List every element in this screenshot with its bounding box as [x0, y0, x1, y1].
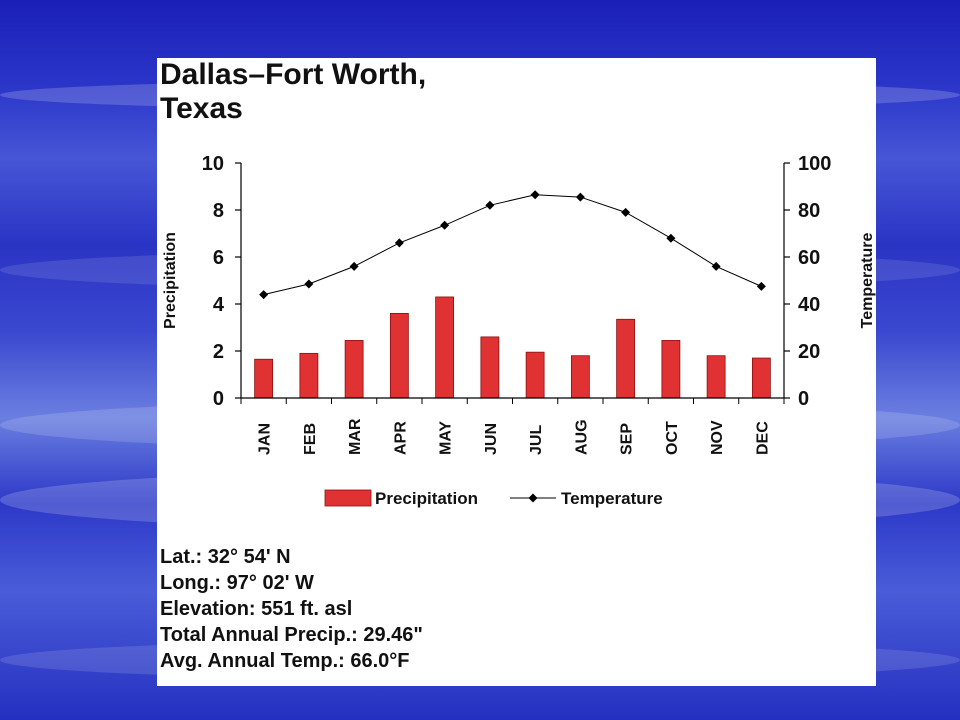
left-tick-label: 6 [213, 247, 224, 269]
temperature-point-apr [394, 238, 404, 248]
bar-jul [525, 351, 545, 399]
x-tick-label: FEB [302, 423, 319, 455]
right-tick-label: 20 [798, 341, 820, 363]
temperature-point-sep [621, 207, 631, 217]
left-tick-label: 4 [213, 294, 225, 316]
y-axis-title-right: Temperature [859, 233, 876, 329]
bar-jun [480, 336, 500, 399]
x-tick-label: SEP [619, 423, 636, 455]
bar-apr [389, 312, 409, 399]
x-tick-label: DEC [754, 421, 771, 455]
temperature-point-mar [349, 261, 359, 271]
temperature-point-jun [485, 200, 495, 210]
right-tick-label: 40 [798, 294, 820, 316]
chart-title-line-2: Texas [160, 92, 243, 125]
legend-temperature-label: Temperature [561, 489, 663, 508]
bar-jan [254, 358, 274, 399]
bar-mar [344, 340, 364, 399]
avg-annual-temp: Avg. Annual Temp.: 66.0°F [160, 650, 410, 672]
legend-temperature-marker [528, 493, 538, 503]
x-tick-label: AUG [573, 419, 590, 455]
longitude: Long.: 97° 02' W [160, 572, 314, 594]
total-annual-precip: Total Annual Precip.: 29.46" [160, 624, 423, 646]
station-info: Lat.: 32° 54' N Long.: 97° 02' W Elevati… [160, 544, 860, 674]
temperature-point-aug [575, 192, 585, 202]
temperature-point-oct [666, 233, 676, 243]
y-axis-title-left: Precipitation [162, 232, 179, 329]
left-tick-label: 0 [213, 388, 224, 410]
elevation: Elevation: 551 ft. asl [160, 598, 353, 620]
temperature-point-dec [756, 281, 766, 291]
bar-oct [661, 340, 681, 399]
bar-feb [299, 352, 319, 399]
x-tick-label: JUN [483, 423, 500, 455]
right-tick-label: 0 [798, 388, 809, 410]
temperature-point-jan [259, 290, 269, 300]
bar-aug [570, 355, 590, 399]
legend-precipitation-swatch [324, 489, 372, 507]
temperature-point-jul [530, 190, 540, 200]
temperature-point-may [440, 220, 450, 230]
x-tick-label: OCT [664, 421, 681, 455]
bar-dec [751, 357, 771, 399]
climate-chart-slide: Dallas–Fort Worth, Texas 0 2 4 6 8 10 0 20 40 60 8… [157, 58, 876, 686]
x-tick-label: NOV [709, 420, 726, 455]
left-tick-label: 10 [202, 153, 224, 175]
temperature-line [263, 194, 762, 296]
x-tick-label: MAR [347, 418, 364, 455]
right-tick-label: 60 [798, 247, 820, 269]
x-tick-label: APR [392, 421, 409, 455]
x-tick-label: JAN [257, 423, 274, 455]
bar-may [435, 296, 455, 399]
x-tick-label: JUL [528, 425, 545, 455]
chart-title-line-1: Dallas–Fort Worth, [160, 58, 427, 91]
x-tick-label: MAY [438, 421, 455, 455]
temperature-point-feb [304, 279, 314, 289]
left-tick-label: 8 [213, 200, 224, 222]
bar-nov [706, 355, 726, 399]
right-tick-label: 100 [798, 153, 831, 175]
temperature-point-nov [711, 261, 721, 271]
bar-sep [616, 318, 636, 399]
latitude: Lat.: 32° 54' N [160, 546, 291, 568]
right-tick-label: 80 [798, 200, 820, 222]
legend-precipitation-label: Precipitation [375, 489, 478, 508]
left-tick-label: 2 [213, 341, 224, 363]
chart-title: Dallas–Fort Worth, Texas [160, 58, 660, 126]
